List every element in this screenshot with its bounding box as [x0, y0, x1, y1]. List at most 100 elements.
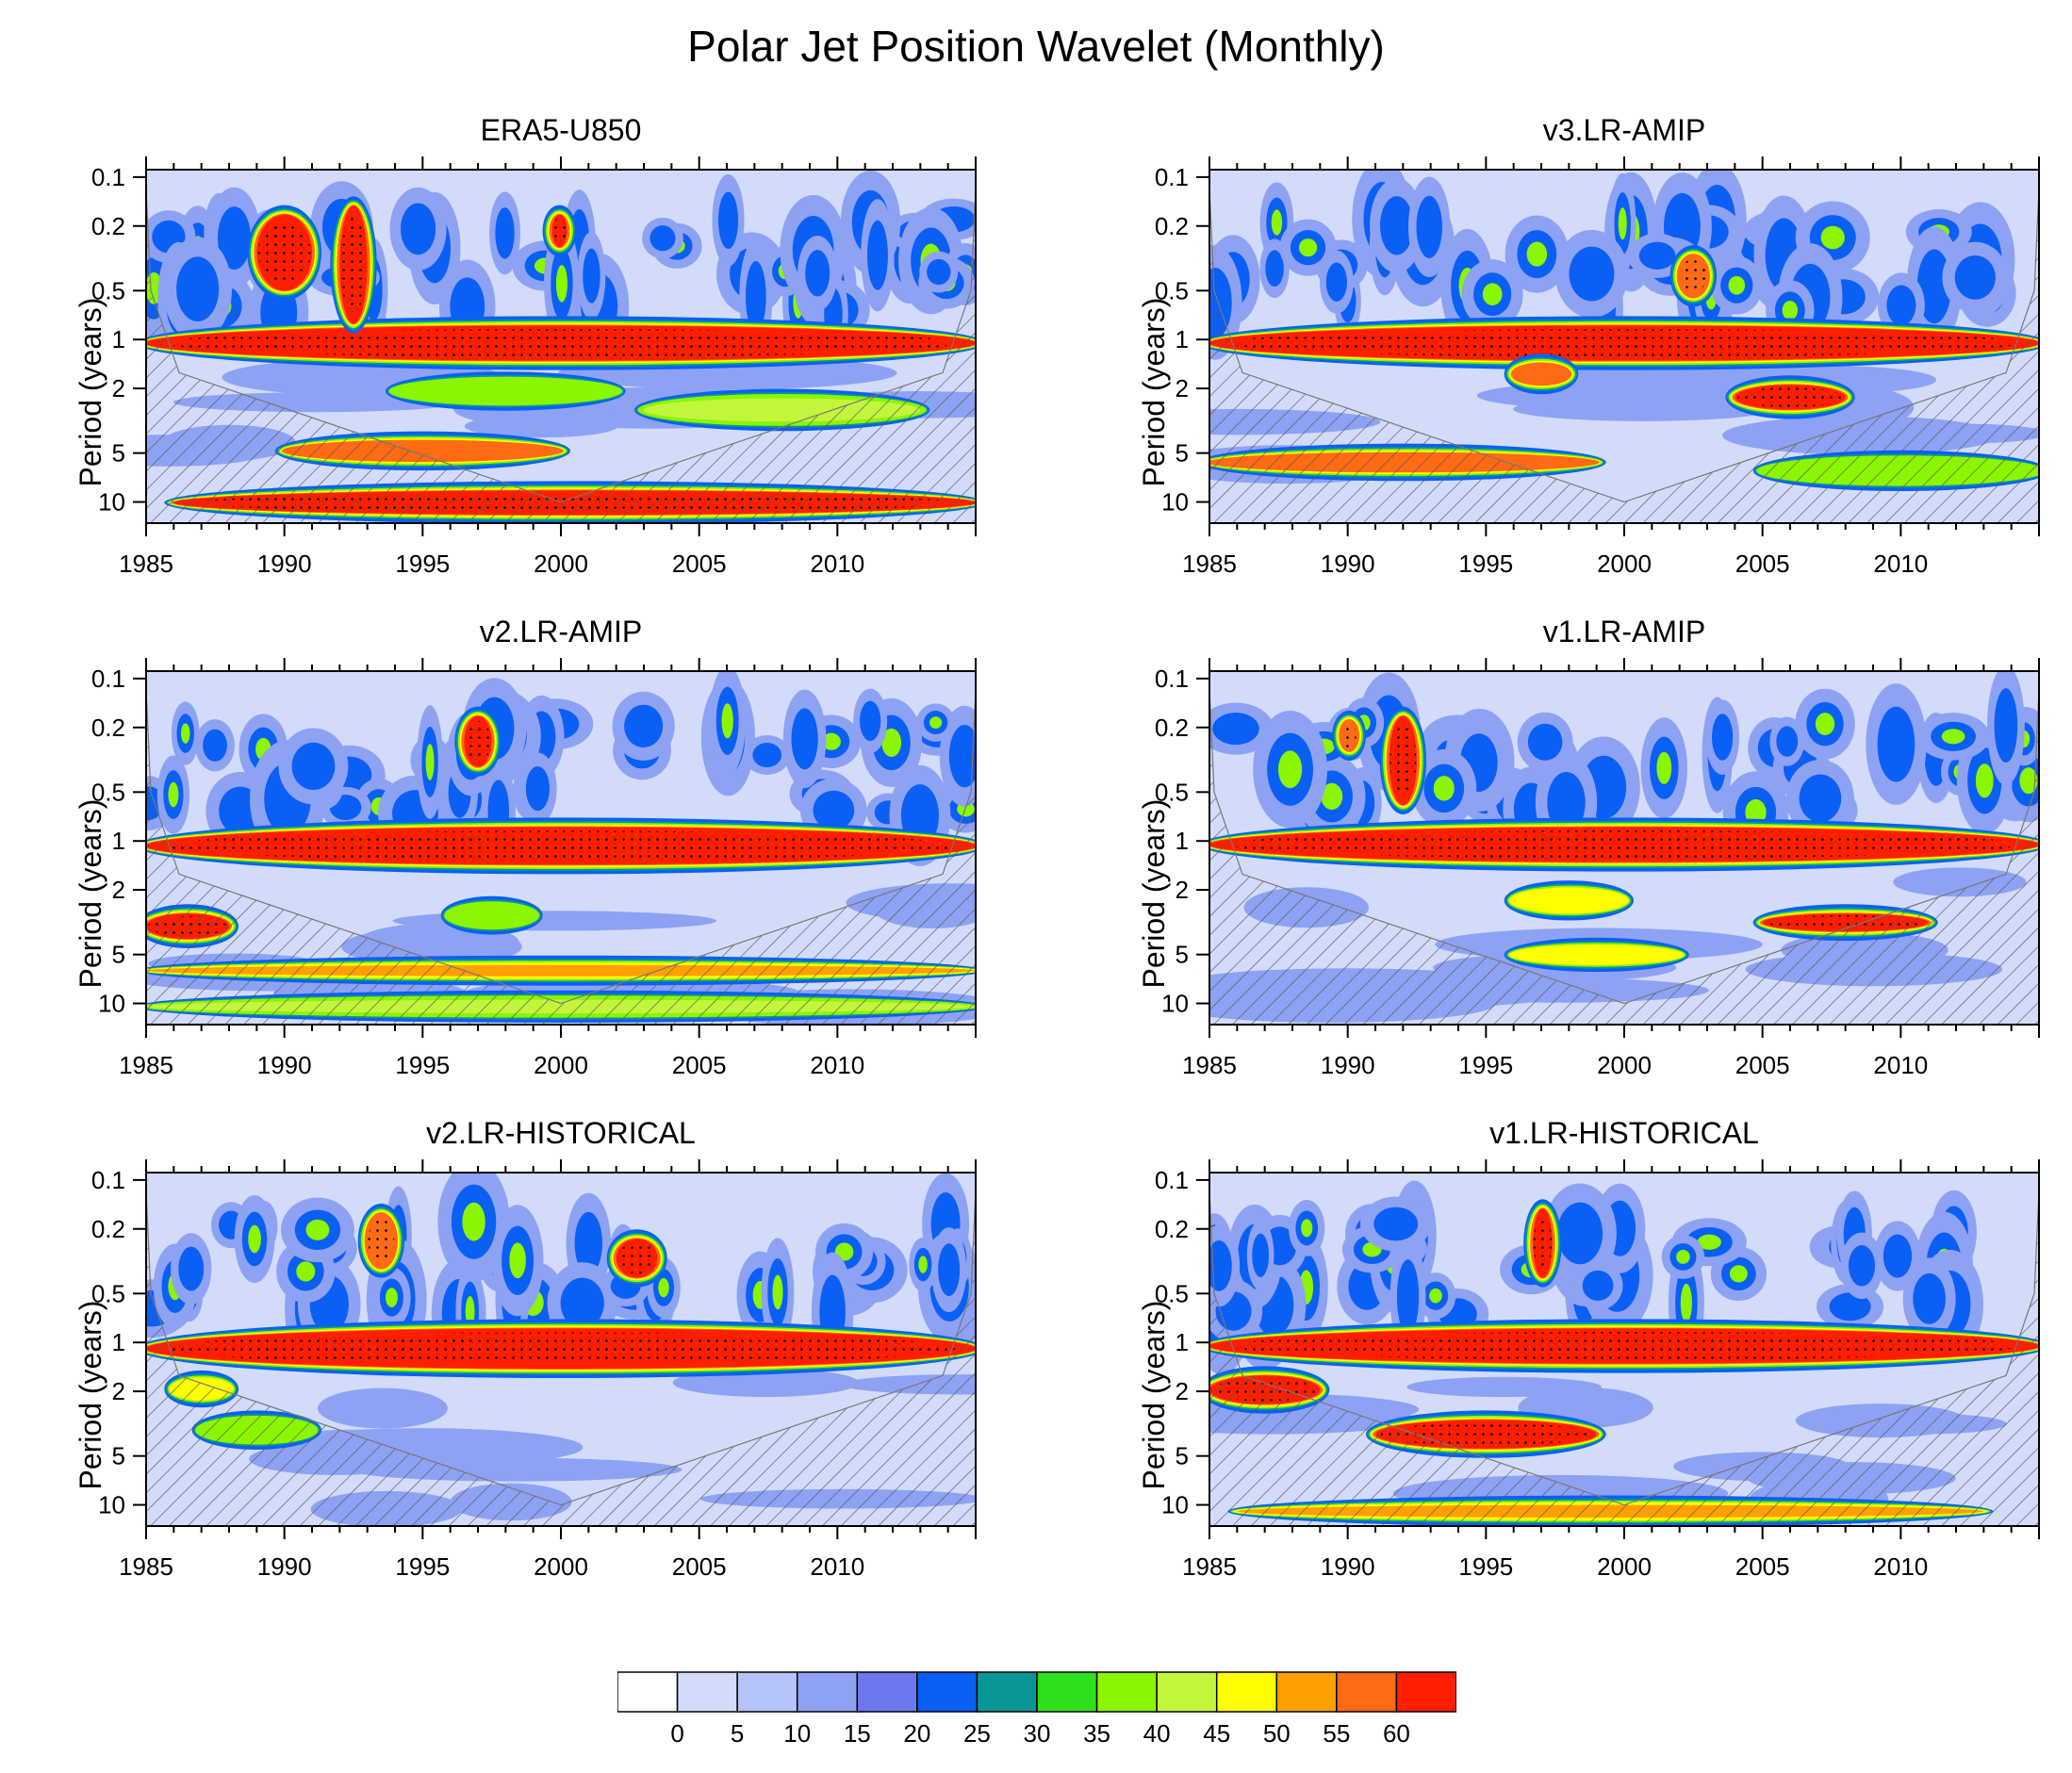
- noise-blob-core: [400, 203, 436, 255]
- x-tick-label: 1985: [119, 1051, 173, 1079]
- noise-blob-core: [583, 248, 600, 304]
- noise-blob-core: [217, 206, 252, 271]
- chart-main-title: Polar Jet Position Wavelet (Monthly): [687, 22, 1385, 71]
- noise-blob-core: [176, 256, 220, 321]
- feature-4: [1513, 890, 1624, 911]
- wavelet-field: [1209, 170, 2039, 523]
- noise-blob-peak: [1676, 1249, 1690, 1264]
- noise-blob-peak: [1729, 1265, 1748, 1283]
- noise-blob-peak: [1526, 241, 1548, 267]
- y-tick-label: 10: [1161, 990, 1189, 1018]
- y-tick-label: 0.5: [1155, 1279, 1189, 1307]
- y-tick-label: 0.2: [1155, 1215, 1189, 1243]
- wavelet-field: [146, 1173, 976, 1526]
- noise-blob-core: [860, 700, 881, 742]
- noise-blob-core: [495, 207, 515, 259]
- y-tick-label: 5: [1176, 941, 1189, 969]
- feature-6: [394, 381, 617, 402]
- significance-stipple: [1390, 725, 1417, 796]
- x-tick-label: 2005: [672, 1552, 727, 1581]
- x-tick-label: 2010: [1873, 1051, 1928, 1079]
- x-tick-label: 2000: [534, 1051, 588, 1079]
- noise-blob-core: [1638, 241, 1676, 270]
- colorbar-label: 40: [1143, 1719, 1171, 1748]
- panel-4: v2.LR-HISTORICAL Period (years) 0.1 0.2 0.5 1…: [0, 1116, 980, 1606]
- noise-blob-core: [178, 1246, 205, 1291]
- noise-blob-core: [1877, 706, 1916, 782]
- noise-blob-core: [1886, 285, 1916, 326]
- y-tick-label: 0.2: [1155, 714, 1189, 742]
- plot-area: 0.1 0.2 0.5 1 2 5 10 1985 1990 1995 2000 2005 2010: [1155, 658, 2040, 1079]
- x-tick-label: 1995: [395, 1051, 450, 1079]
- colorbar-box-7: [1036, 1671, 1098, 1713]
- significance-stipple: [340, 217, 367, 312]
- x-tick-label: 1995: [1458, 550, 1513, 578]
- noise-blob-peak: [1656, 751, 1672, 784]
- plot-area: 0.1 0.2 0.5 1 2 5 10 1985 1990 1995 2000 2005 2010: [91, 156, 977, 578]
- colorbar-label: 15: [843, 1719, 871, 1748]
- noise-blob-core: [927, 258, 951, 286]
- noise-blob-peak: [881, 728, 902, 757]
- noise-blob-peak: [1277, 750, 1303, 789]
- colorbar-label: 55: [1323, 1719, 1351, 1748]
- y-tick-label: 0.1: [1155, 1166, 1189, 1194]
- noise-blob-peak: [658, 1277, 669, 1298]
- noise-blob-peak: [180, 723, 190, 744]
- noise-blob-peak: [296, 1261, 316, 1282]
- y-tick-label: 5: [112, 1442, 125, 1470]
- noise-blob-peak: [555, 265, 567, 303]
- wavelet-field: [146, 671, 976, 1025]
- noise-blob-core: [948, 724, 976, 788]
- colorbar: [617, 1671, 1456, 1713]
- colorbar-box-2: [736, 1671, 798, 1713]
- x-tick-label: 2000: [534, 1552, 588, 1581]
- noise-blob-peak: [1618, 207, 1627, 240]
- y-tick-label: 10: [98, 1491, 125, 1519]
- x-tick-label: 2010: [810, 550, 864, 578]
- y-tick-label: 10: [1161, 488, 1189, 517]
- significance-stipple: [617, 1242, 657, 1274]
- y-tick-label: 0.2: [91, 1215, 125, 1243]
- panel-5: v1.LR-HISTORICAL Period (years) 0.1 0.2 0.5 1…: [1063, 1116, 2044, 1606]
- y-tick-label: 0.5: [91, 1279, 125, 1307]
- panel-title: v2.LR-HISTORICAL: [426, 1116, 696, 1150]
- y-tick-label: 1: [1176, 1328, 1189, 1356]
- noise-blob-core: [1712, 714, 1734, 761]
- noise-blob-peak: [1782, 300, 1799, 320]
- colorbar-box-6: [976, 1671, 1038, 1713]
- significance-stipple: [551, 218, 567, 244]
- y-tick-label: 0.5: [91, 778, 125, 806]
- wavelet-field: [1209, 1173, 2039, 1526]
- noise-blob-peak: [721, 703, 733, 739]
- noise-blob-core: [1829, 1292, 1871, 1322]
- noise-blob-peak: [425, 744, 435, 780]
- noise-blob-peak: [1298, 238, 1318, 257]
- noise-blob-core: [1209, 1240, 1232, 1291]
- x-tick-label: 2010: [810, 1051, 864, 1079]
- cone-of-influence: [146, 188, 976, 523]
- colorbar-box-5: [916, 1671, 978, 1713]
- x-tick-label: 2000: [1597, 550, 1652, 578]
- noise-blob-peak: [1321, 782, 1343, 811]
- lowfreq-blob: [1406, 1376, 1602, 1398]
- noise-blob-core: [1396, 1259, 1420, 1335]
- y-tick-label: 0.1: [91, 665, 125, 693]
- noise-blob-core: [1373, 1207, 1419, 1241]
- x-tick-label: 2005: [672, 1051, 727, 1079]
- noise-blob-peak: [1680, 1283, 1692, 1322]
- x-tick-label: 2010: [810, 1552, 864, 1581]
- wavelet-field: [146, 170, 976, 523]
- x-tick-label: 1990: [257, 550, 312, 578]
- noise-blob-peak: [821, 732, 841, 750]
- y-tick-label: 1: [112, 827, 125, 855]
- x-tick-label: 1985: [1182, 1552, 1237, 1581]
- noise-blob-peak: [1301, 1219, 1313, 1238]
- noise-blob-core: [1883, 1234, 1913, 1278]
- x-tick-label: 1995: [395, 1552, 450, 1581]
- noise-blob-core: [1916, 249, 1951, 324]
- x-tick-label: 2010: [1873, 1552, 1928, 1581]
- significance-stipple: [1533, 1215, 1553, 1272]
- colorbar-box-8: [1095, 1671, 1158, 1713]
- cone-of-influence: [146, 689, 976, 1025]
- y-tick-label: 10: [98, 488, 125, 517]
